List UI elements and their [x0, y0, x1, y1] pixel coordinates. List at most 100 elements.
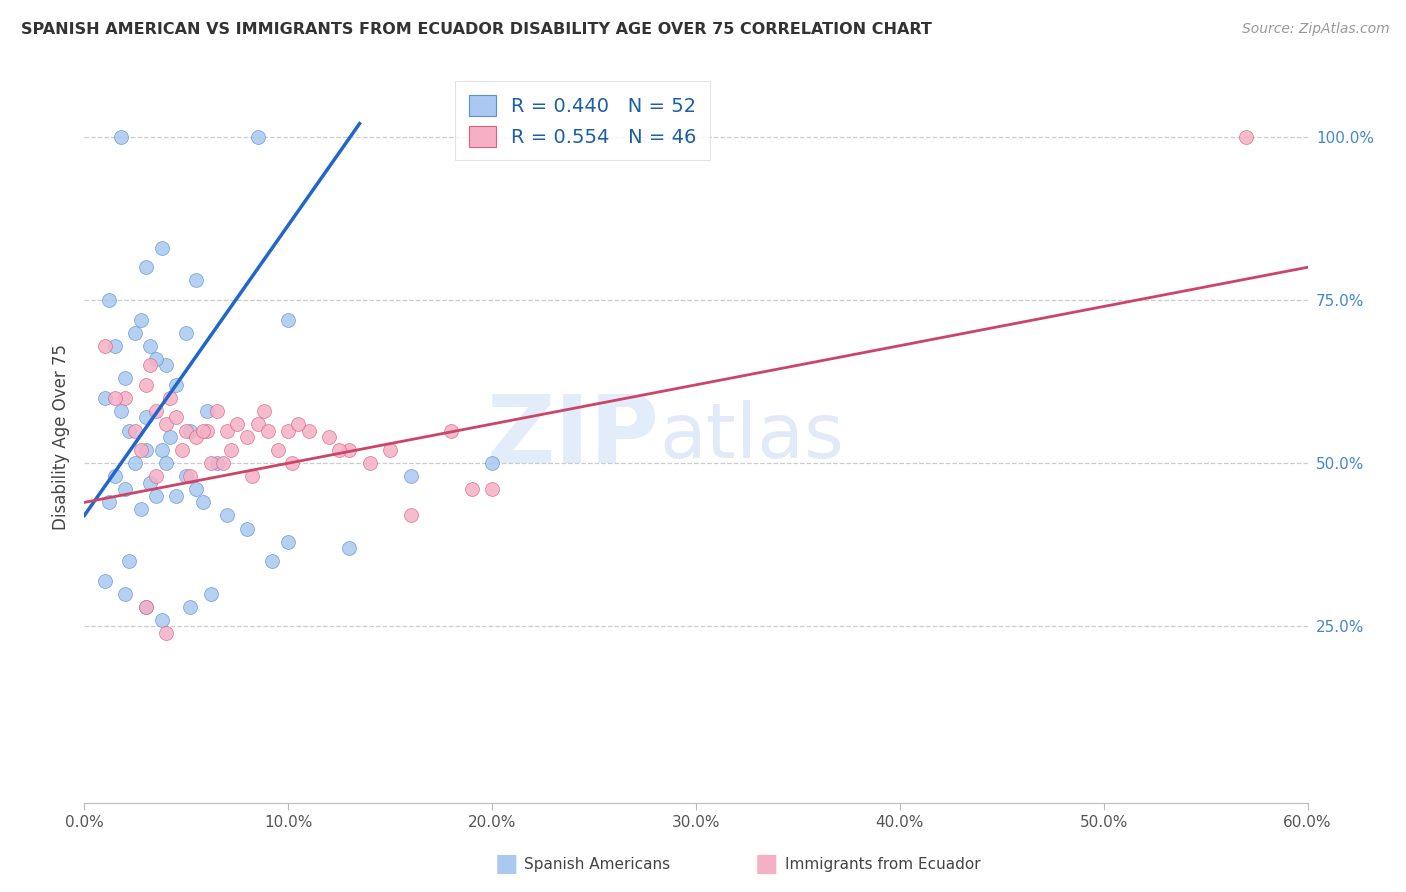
Point: [399, 508, 422, 523]
Point: [165, 410, 187, 425]
Point: [246, 417, 269, 431]
Point: [135, 410, 157, 425]
Point: [114, 587, 136, 601]
Point: [93, 391, 117, 405]
Point: [155, 358, 177, 372]
Point: [339, 443, 361, 458]
Point: [135, 599, 157, 614]
Point: [97, 495, 120, 509]
Point: [260, 554, 283, 568]
Point: [174, 326, 197, 340]
Text: ZIP: ZIP: [486, 391, 659, 483]
Point: [118, 554, 141, 568]
Point: [179, 599, 201, 614]
Point: [328, 443, 350, 458]
Point: [118, 424, 141, 438]
Point: [236, 521, 259, 535]
Point: [159, 430, 181, 444]
Point: [236, 430, 259, 444]
Point: [135, 443, 157, 458]
Point: [104, 469, 127, 483]
Point: [298, 424, 321, 438]
Point: [138, 475, 160, 490]
Text: ■: ■: [755, 852, 778, 876]
Point: [150, 613, 173, 627]
Point: [186, 483, 208, 497]
Point: [135, 599, 157, 614]
Point: [399, 469, 422, 483]
Point: [212, 456, 235, 470]
Point: [135, 260, 157, 275]
Point: [481, 456, 503, 470]
Point: [179, 424, 201, 438]
Point: [440, 424, 463, 438]
Point: [135, 377, 157, 392]
Point: [191, 424, 214, 438]
Point: [155, 626, 177, 640]
Point: [240, 469, 263, 483]
Point: [110, 404, 132, 418]
Point: [179, 469, 201, 483]
Point: [339, 541, 361, 555]
Point: [217, 424, 239, 438]
Point: [114, 391, 136, 405]
Text: atlas: atlas: [659, 401, 844, 474]
Point: [155, 417, 177, 431]
Point: [253, 404, 276, 418]
Point: [172, 443, 194, 458]
Point: [104, 391, 127, 405]
Point: [277, 424, 299, 438]
Point: [131, 502, 153, 516]
Point: [110, 129, 132, 144]
Point: [104, 339, 127, 353]
Point: [200, 587, 222, 601]
Point: [226, 417, 249, 431]
Point: [124, 326, 146, 340]
Point: [131, 312, 153, 326]
Text: Immigrants from Ecuador: Immigrants from Ecuador: [785, 857, 980, 872]
Text: ■: ■: [495, 852, 517, 876]
Text: Spanish Americans: Spanish Americans: [524, 857, 671, 872]
Point: [124, 424, 146, 438]
Point: [165, 489, 187, 503]
Point: [359, 456, 381, 470]
Point: [481, 483, 503, 497]
Point: [195, 424, 218, 438]
Point: [186, 430, 208, 444]
Point: [246, 129, 269, 144]
Point: [205, 456, 228, 470]
Point: [205, 404, 228, 418]
Point: [200, 456, 222, 470]
Text: SPANISH AMERICAN VS IMMIGRANTS FROM ECUADOR DISABILITY AGE OVER 75 CORRELATION C: SPANISH AMERICAN VS IMMIGRANTS FROM ECUA…: [21, 22, 932, 37]
Point: [174, 469, 197, 483]
Point: [461, 483, 484, 497]
Point: [150, 241, 173, 255]
Point: [287, 417, 309, 431]
Point: [277, 534, 299, 549]
Point: [150, 443, 173, 458]
Point: [93, 339, 117, 353]
Legend: R = 0.440   N = 52, R = 0.554   N = 46: R = 0.440 N = 52, R = 0.554 N = 46: [456, 81, 710, 161]
Point: [318, 430, 340, 444]
Point: [131, 443, 153, 458]
Point: [277, 312, 299, 326]
Point: [267, 443, 290, 458]
Point: [281, 456, 304, 470]
Point: [191, 495, 214, 509]
Point: [195, 404, 218, 418]
Point: [380, 443, 402, 458]
Point: [138, 358, 160, 372]
Point: [217, 508, 239, 523]
Point: [174, 424, 197, 438]
Point: [114, 483, 136, 497]
Point: [93, 574, 117, 588]
Point: [97, 293, 120, 307]
Point: [124, 456, 146, 470]
Point: [186, 273, 208, 287]
Point: [219, 443, 242, 458]
Point: [165, 377, 187, 392]
Y-axis label: Disability Age Over 75: Disability Age Over 75: [52, 344, 70, 530]
Point: [145, 351, 167, 366]
Point: [114, 371, 136, 385]
Point: [159, 391, 181, 405]
